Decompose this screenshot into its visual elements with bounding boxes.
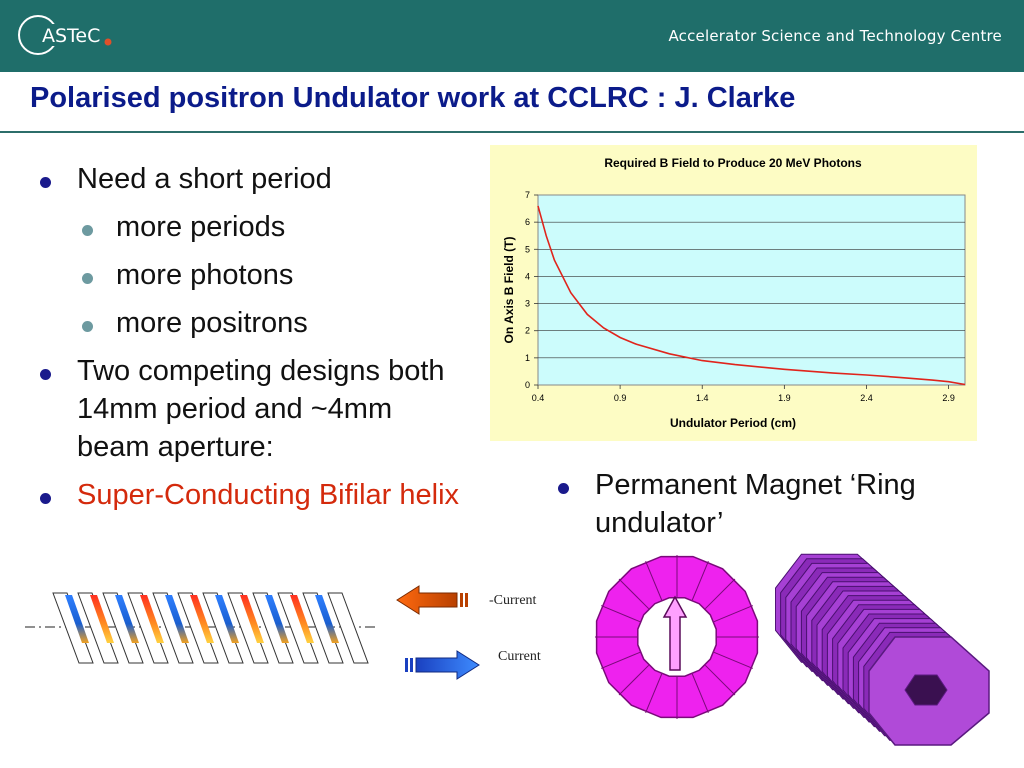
y-tick-label: 7 (525, 190, 530, 200)
current-arrows: -Current Current (396, 585, 541, 680)
title-divider (0, 131, 1024, 133)
ring-segment-divider (618, 578, 650, 610)
helix-winding (102, 592, 144, 664)
logo-dot (104, 38, 112, 46)
helix-winding (327, 592, 369, 664)
sub-bullet-item: more photons (40, 256, 470, 294)
helix-conductor (140, 595, 164, 643)
bifilar-helix-diagram (25, 585, 375, 667)
ring-segment-divider (704, 664, 736, 696)
bullet-dot-icon (558, 483, 569, 494)
helix-conductor (165, 595, 189, 643)
header-bar: ASTeC Accelerator Science and Technology… (0, 0, 1024, 72)
bullet-dot-icon (82, 225, 93, 236)
plot-area (537, 194, 966, 386)
x-axis-label: Undulator Period (cm) (670, 416, 796, 430)
y-axis-label: On Axis B Field (T) (502, 237, 516, 344)
ring-segment-divider (645, 561, 663, 601)
bullet-text: Two competing designs both 14mm period a… (77, 355, 445, 463)
ring-segment-divider (691, 673, 709, 713)
bullet-item: Need a short period (40, 160, 470, 198)
y-tick-label: 0 (525, 380, 530, 390)
x-tick-label: 2.9 (942, 393, 955, 403)
bullet-item: Permanent Magnet ‘Ring undulator’ (558, 466, 988, 542)
chart-title: Required B Field to Produce 20 MeV Photo… (604, 156, 862, 170)
helix-conductor (190, 595, 214, 643)
bullet-dot-icon (40, 177, 51, 188)
y-tick-label: 1 (525, 353, 530, 363)
org-name: Accelerator Science and Technology Centr… (668, 27, 1002, 45)
helix-conductor (265, 595, 289, 643)
helix-conductor (65, 595, 89, 643)
bullet-dot-icon (40, 493, 51, 504)
bullet-text: more periods (116, 211, 286, 243)
ring-segment-divider (704, 578, 736, 610)
ring-segment-divider (618, 664, 650, 696)
neg-current-label: -Current (489, 593, 537, 608)
helix-winding (127, 592, 169, 664)
y-tick-label: 2 (525, 326, 530, 336)
bullet-text: Permanent Magnet ‘Ring undulator’ (595, 469, 916, 539)
x-tick-label: 1.4 (696, 393, 709, 403)
sub-bullet-item: more positrons (40, 304, 470, 342)
bullet-text: more positrons (116, 307, 308, 339)
slide-title: Polarised positron Undulator work at CCL… (30, 82, 796, 114)
logo-text: ASTeC (42, 25, 100, 47)
ring-segment-divider (601, 605, 641, 623)
helix-winding (52, 592, 94, 664)
x-tick-label: 0.9 (614, 393, 627, 403)
bullet-text: Need a short period (77, 163, 332, 195)
x-tick-label: 1.9 (778, 393, 791, 403)
ring-undulator-3d (775, 553, 990, 746)
bullet-text: Super-Conducting Bifilar helix (77, 479, 460, 511)
sub-bullet-item: more periods (40, 208, 470, 246)
ring-segment-divider (645, 673, 663, 713)
helix-winding (177, 592, 219, 664)
undulator-bore (904, 674, 948, 706)
helix-winding (277, 592, 319, 664)
helix-conductor (215, 595, 239, 643)
b-field-curve (537, 205, 966, 386)
bullet-list: Need a short period more periods more ph… (40, 160, 470, 524)
neg-current-arrow-icon (396, 585, 468, 615)
bullet-item-highlight: Super-Conducting Bifilar helix (40, 476, 470, 514)
helix-conductor (90, 595, 114, 643)
bullet-dot-icon (40, 369, 51, 380)
bullet-dot-icon (82, 273, 93, 284)
helix-winding (227, 592, 269, 664)
magnetization-arrow-icon (662, 595, 688, 671)
ring-segment-divider (713, 651, 753, 669)
y-tick-label: 4 (525, 271, 530, 281)
helix-conductor (240, 595, 264, 643)
y-tick-label: 5 (525, 244, 530, 254)
b-field-chart: Required B Field to Produce 20 MeV Photo… (502, 156, 966, 430)
helix-winding (202, 592, 244, 664)
chart-panel: Required B Field to Produce 20 MeV Photo… (490, 145, 977, 441)
helix-winding (302, 592, 344, 664)
current-label: Current (498, 649, 541, 664)
helix-winding (77, 592, 119, 664)
helix-conductor (290, 595, 314, 643)
astec-logo: ASTeC (18, 15, 112, 55)
bullet-item: Two competing designs both 14mm period a… (40, 352, 470, 466)
helix-winding (152, 592, 194, 664)
helix-conductor (115, 595, 139, 643)
ring-undulator-bullet: Permanent Magnet ‘Ring undulator’ (558, 466, 988, 552)
helix-winding (252, 592, 294, 664)
ring-segment-divider (601, 651, 641, 669)
current-arrow-icon (405, 650, 480, 680)
bullet-dot-icon (82, 321, 93, 332)
helix-conductor (315, 595, 339, 643)
y-tick-label: 6 (525, 217, 530, 227)
ring-segment-divider (713, 605, 753, 623)
x-tick-label: 2.4 (860, 393, 873, 403)
bullet-text: more photons (116, 259, 294, 291)
y-tick-label: 3 (525, 299, 530, 309)
ring-magnet-diagram (595, 555, 759, 719)
x-tick-label: 0.4 (532, 393, 545, 403)
ring-segment-divider (691, 561, 709, 601)
